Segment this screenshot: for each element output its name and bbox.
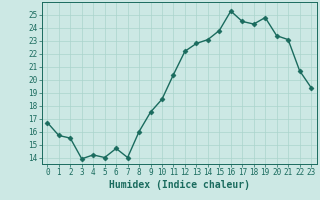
X-axis label: Humidex (Indice chaleur): Humidex (Indice chaleur)	[109, 180, 250, 190]
